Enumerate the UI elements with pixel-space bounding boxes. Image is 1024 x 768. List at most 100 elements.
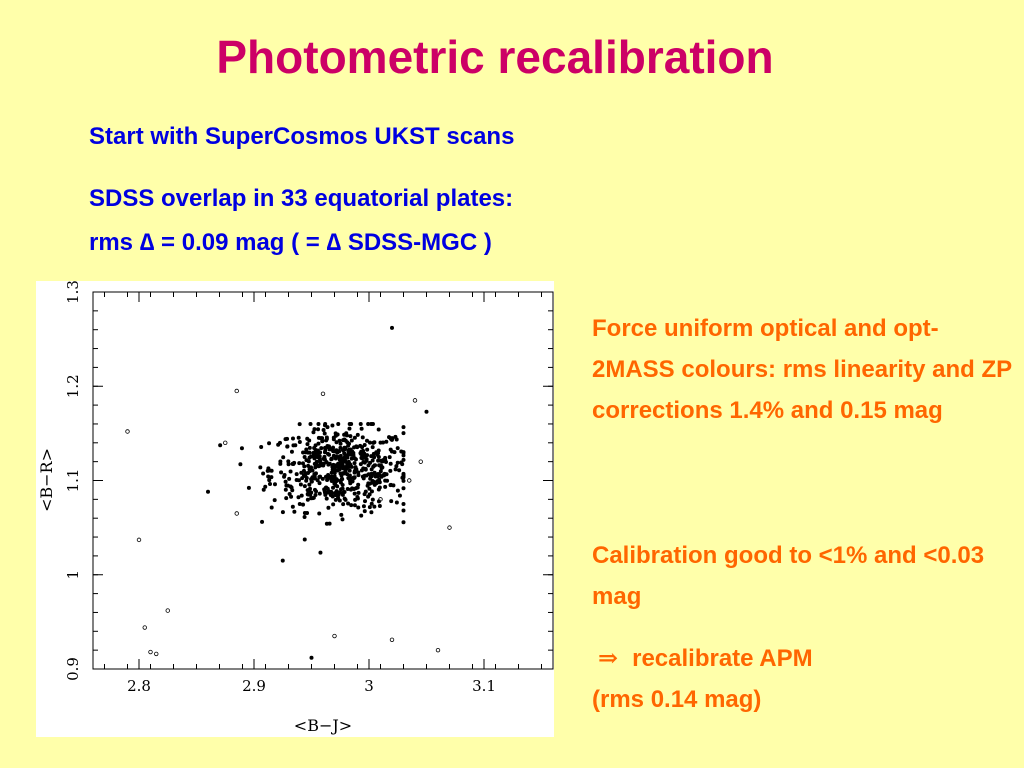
data-point	[266, 474, 271, 479]
open-data-point	[332, 633, 337, 639]
data-point	[329, 477, 334, 482]
data-point	[356, 470, 361, 475]
data-point	[259, 445, 264, 450]
data-point	[326, 489, 331, 494]
data-point	[316, 441, 321, 446]
data-point	[260, 519, 265, 524]
data-point	[378, 440, 383, 445]
data-point	[296, 478, 301, 483]
data-point	[316, 421, 321, 426]
data-point	[331, 485, 336, 490]
data-point	[356, 505, 361, 510]
data-point	[307, 445, 312, 450]
data-point	[339, 471, 344, 476]
data-point	[272, 482, 277, 487]
recalibrate-line: ⇒ recalibrate APM	[592, 637, 1012, 679]
data-point	[325, 451, 330, 456]
data-point	[348, 447, 353, 452]
data-point	[327, 446, 332, 451]
data-point	[333, 431, 338, 436]
data-point	[363, 499, 368, 504]
open-data-point	[418, 459, 423, 464]
data-point	[281, 455, 286, 460]
data-point	[346, 501, 351, 506]
data-point	[311, 495, 316, 500]
data-point	[333, 456, 338, 461]
data-point	[372, 504, 377, 509]
data-point	[291, 443, 296, 448]
data-point	[338, 478, 343, 483]
data-point	[390, 325, 394, 330]
data-point	[316, 435, 321, 440]
y-tick-label: 1.1	[64, 469, 82, 493]
data-point	[277, 440, 282, 445]
data-point	[297, 422, 302, 427]
axis-ticks: 2.8 2.9 3 3.1 0.9 1 1.1 1.2 1.3	[64, 281, 553, 695]
recalibrate-label: recalibrate APM	[632, 645, 813, 672]
data-point	[294, 472, 299, 477]
data-point	[358, 421, 363, 426]
data-point	[289, 449, 294, 454]
data-point	[345, 453, 350, 458]
data-point	[349, 438, 354, 443]
data-point	[378, 458, 383, 463]
data-point	[352, 435, 357, 440]
data-point	[362, 492, 367, 497]
data-point	[338, 458, 343, 463]
data-point	[339, 487, 344, 492]
data-point	[261, 487, 266, 492]
open-data-point	[435, 647, 441, 653]
data-point	[361, 504, 366, 509]
data-point	[312, 453, 317, 458]
data-point	[309, 655, 314, 660]
x-tick-label: 2.8	[127, 677, 151, 695]
data-point	[377, 504, 382, 509]
data-point	[284, 496, 289, 501]
data-point	[302, 464, 307, 469]
data-point	[288, 484, 293, 489]
data-point	[349, 456, 354, 461]
data-point	[322, 454, 327, 459]
data-point	[279, 470, 284, 475]
data-point	[353, 497, 358, 502]
data-point	[326, 462, 331, 467]
data-point	[387, 435, 392, 440]
data-point	[401, 457, 406, 462]
open-data-point	[165, 608, 170, 613]
data-point	[326, 473, 331, 478]
data-point	[359, 426, 364, 431]
data-point	[356, 490, 361, 495]
data-point	[338, 441, 343, 446]
data-point	[283, 437, 288, 442]
data-point	[369, 501, 374, 506]
open-data-point	[234, 388, 239, 394]
data-point	[401, 474, 406, 479]
data-point	[296, 495, 301, 500]
data-point	[389, 499, 394, 504]
data-point	[331, 466, 336, 471]
data-point	[320, 439, 325, 444]
data-point	[369, 474, 374, 479]
data-point	[267, 441, 272, 446]
data-point	[300, 476, 305, 481]
data-point	[326, 476, 331, 481]
data-point	[304, 458, 309, 463]
data-point	[366, 421, 371, 426]
data-point	[297, 461, 302, 466]
data-point	[344, 433, 349, 438]
data-point	[324, 521, 329, 526]
data-point	[318, 460, 323, 465]
data-point	[297, 502, 302, 507]
data-point	[367, 486, 372, 491]
data-point	[354, 467, 359, 472]
data-point	[280, 558, 285, 563]
data-point	[340, 491, 345, 496]
data-point	[401, 520, 406, 525]
data-point	[348, 487, 353, 492]
data-point	[239, 446, 244, 451]
x-tick-label: 3	[364, 677, 374, 695]
data-point	[365, 447, 370, 452]
data-point	[258, 465, 263, 470]
intro-line-rms: rms ∆ = 0.09 mag ( = ∆ SDSS-MGC )	[89, 229, 492, 256]
data-point	[317, 481, 322, 486]
